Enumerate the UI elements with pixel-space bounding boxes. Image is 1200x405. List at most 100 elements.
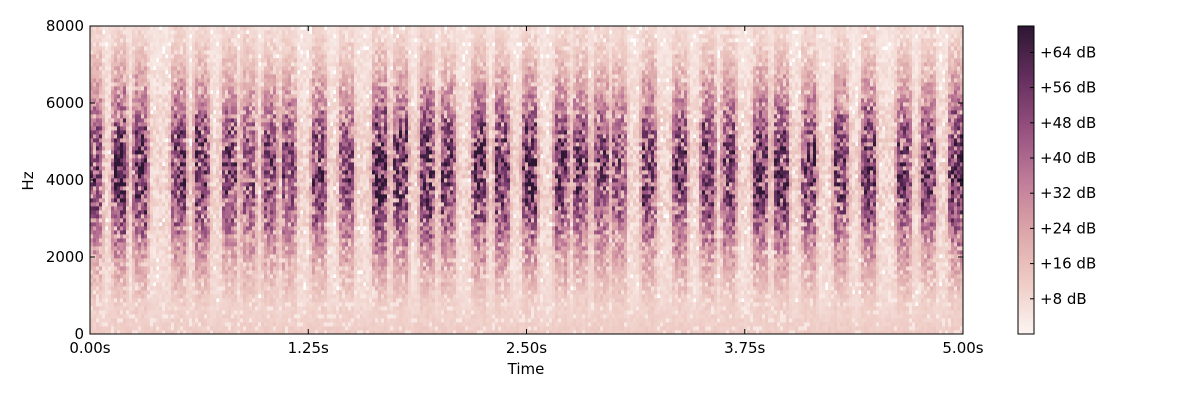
heatmap-cell (183, 310, 186, 314)
heatmap-cell (114, 94, 117, 98)
heatmap-cell (168, 214, 171, 218)
heatmap-cell (147, 146, 150, 150)
heatmap-cell (258, 90, 261, 94)
heatmap-cell (168, 146, 171, 150)
heatmap-cell (138, 34, 141, 38)
heatmap-cell (243, 310, 246, 314)
heatmap-cell (228, 274, 231, 278)
heatmap-cell (225, 326, 228, 330)
heatmap-cell (261, 154, 264, 158)
heatmap-cell (135, 130, 138, 134)
heatmap-cell (282, 62, 285, 66)
heatmap-cell (189, 150, 192, 154)
heatmap-cell (207, 62, 210, 66)
heatmap-cell (276, 234, 279, 238)
heatmap-cell (231, 202, 234, 206)
heatmap-cell (186, 246, 189, 250)
heatmap-cell (258, 182, 261, 186)
heatmap-cell (225, 170, 228, 174)
heatmap-cell (186, 90, 189, 94)
heatmap-cell (132, 106, 135, 110)
heatmap-cell (252, 166, 255, 170)
heatmap-cell (168, 170, 171, 174)
heatmap-cell (159, 210, 162, 214)
heatmap-cell (150, 98, 153, 102)
heatmap-cell (204, 326, 207, 330)
heatmap-cell (108, 94, 111, 98)
heatmap-cell (102, 202, 105, 206)
heatmap-cell (261, 158, 264, 162)
heatmap-cell (231, 278, 234, 282)
heatmap-cell (186, 222, 189, 226)
heatmap-cell (99, 178, 102, 182)
heatmap-cell (183, 286, 186, 290)
heatmap-cell (279, 266, 282, 270)
heatmap-cell (198, 190, 201, 194)
heatmap-cell (105, 298, 108, 302)
heatmap-cell (153, 274, 156, 278)
heatmap-cell (168, 142, 171, 146)
heatmap-cell (123, 70, 126, 74)
heatmap-cell (270, 226, 273, 230)
heatmap-cell (111, 218, 114, 222)
heatmap-cell (129, 298, 132, 302)
heatmap-cell (144, 182, 147, 186)
heatmap-cell (165, 122, 168, 126)
heatmap-cell (99, 150, 102, 154)
heatmap-cell (168, 210, 171, 214)
heatmap-cell (168, 78, 171, 82)
heatmap-cell (252, 158, 255, 162)
heatmap-cell (114, 294, 117, 298)
heatmap-cell (270, 142, 273, 146)
heatmap-cell (282, 286, 285, 290)
heatmap-cell (93, 254, 96, 258)
heatmap-cell (144, 246, 147, 250)
heatmap-cell (177, 278, 180, 282)
heatmap-cell (159, 126, 162, 130)
heatmap-cell (141, 166, 144, 170)
heatmap-cell (120, 246, 123, 250)
heatmap-cell (153, 250, 156, 254)
heatmap-cell (258, 146, 261, 150)
heatmap-cell (111, 174, 114, 178)
heatmap-cell (264, 206, 267, 210)
heatmap-cell (237, 82, 240, 86)
heatmap-cell (189, 302, 192, 306)
heatmap-cell (195, 202, 198, 206)
heatmap-cell (99, 174, 102, 178)
heatmap-cell (273, 266, 276, 270)
heatmap-cell (276, 58, 279, 62)
heatmap-cell (282, 270, 285, 274)
heatmap-cell (93, 54, 96, 58)
heatmap-cell (147, 206, 150, 210)
heatmap-cell (189, 26, 192, 30)
heatmap-cell (219, 134, 222, 138)
heatmap-cell (249, 246, 252, 250)
heatmap-cell (237, 318, 240, 322)
heatmap-cell (225, 210, 228, 214)
heatmap-cell (186, 254, 189, 258)
heatmap-cell (153, 214, 156, 218)
heatmap-cell (153, 38, 156, 42)
heatmap-cell (273, 154, 276, 158)
heatmap-cell (192, 70, 195, 74)
heatmap-cell (261, 262, 264, 266)
heatmap-cell (237, 214, 240, 218)
heatmap-cell (237, 174, 240, 178)
heatmap-cell (210, 270, 213, 274)
heatmap-cell (105, 162, 108, 166)
heatmap-cell (225, 226, 228, 230)
heatmap-cell (201, 98, 204, 102)
heatmap-cell (171, 26, 174, 30)
heatmap-cell (120, 98, 123, 102)
heatmap-cell (255, 90, 258, 94)
heatmap-cell (285, 230, 288, 234)
heatmap-cell (132, 282, 135, 286)
heatmap-cell (105, 266, 108, 270)
heatmap-cell (108, 314, 111, 318)
heatmap-cell (99, 230, 102, 234)
heatmap-cell (207, 242, 210, 246)
heatmap-cell (273, 250, 276, 254)
heatmap-cell (102, 290, 105, 294)
heatmap-cell (237, 246, 240, 250)
